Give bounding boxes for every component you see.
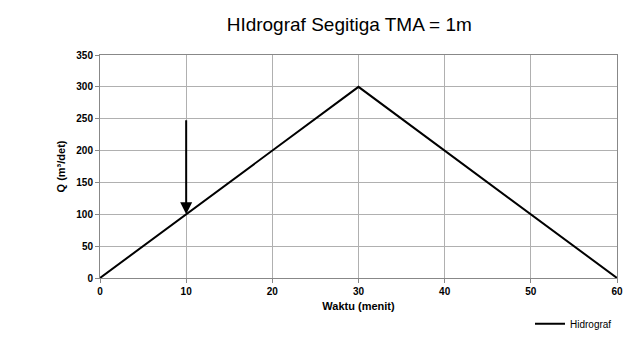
svg-text:40: 40: [439, 286, 451, 297]
svg-text:Q (m³/det): Q (m³/det): [55, 140, 67, 192]
svg-text:Waktu (menit): Waktu (menit): [322, 300, 395, 312]
svg-text:HIdrograf Segitiga TMA = 1m: HIdrograf Segitiga TMA = 1m: [227, 14, 472, 35]
svg-text:60: 60: [611, 286, 623, 297]
svg-text:10: 10: [181, 286, 193, 297]
svg-text:0: 0: [87, 273, 93, 284]
svg-text:20: 20: [267, 286, 279, 297]
svg-text:30: 30: [353, 286, 365, 297]
svg-text:150: 150: [76, 177, 93, 188]
svg-text:250: 250: [76, 113, 93, 124]
svg-text:Hidrograf: Hidrograf: [570, 319, 611, 330]
svg-text:50: 50: [82, 241, 94, 252]
svg-text:100: 100: [76, 209, 93, 220]
svg-text:0: 0: [97, 286, 103, 297]
svg-text:300: 300: [76, 81, 93, 92]
svg-text:350: 350: [76, 50, 93, 61]
svg-text:50: 50: [525, 286, 537, 297]
svg-text:200: 200: [76, 145, 93, 156]
